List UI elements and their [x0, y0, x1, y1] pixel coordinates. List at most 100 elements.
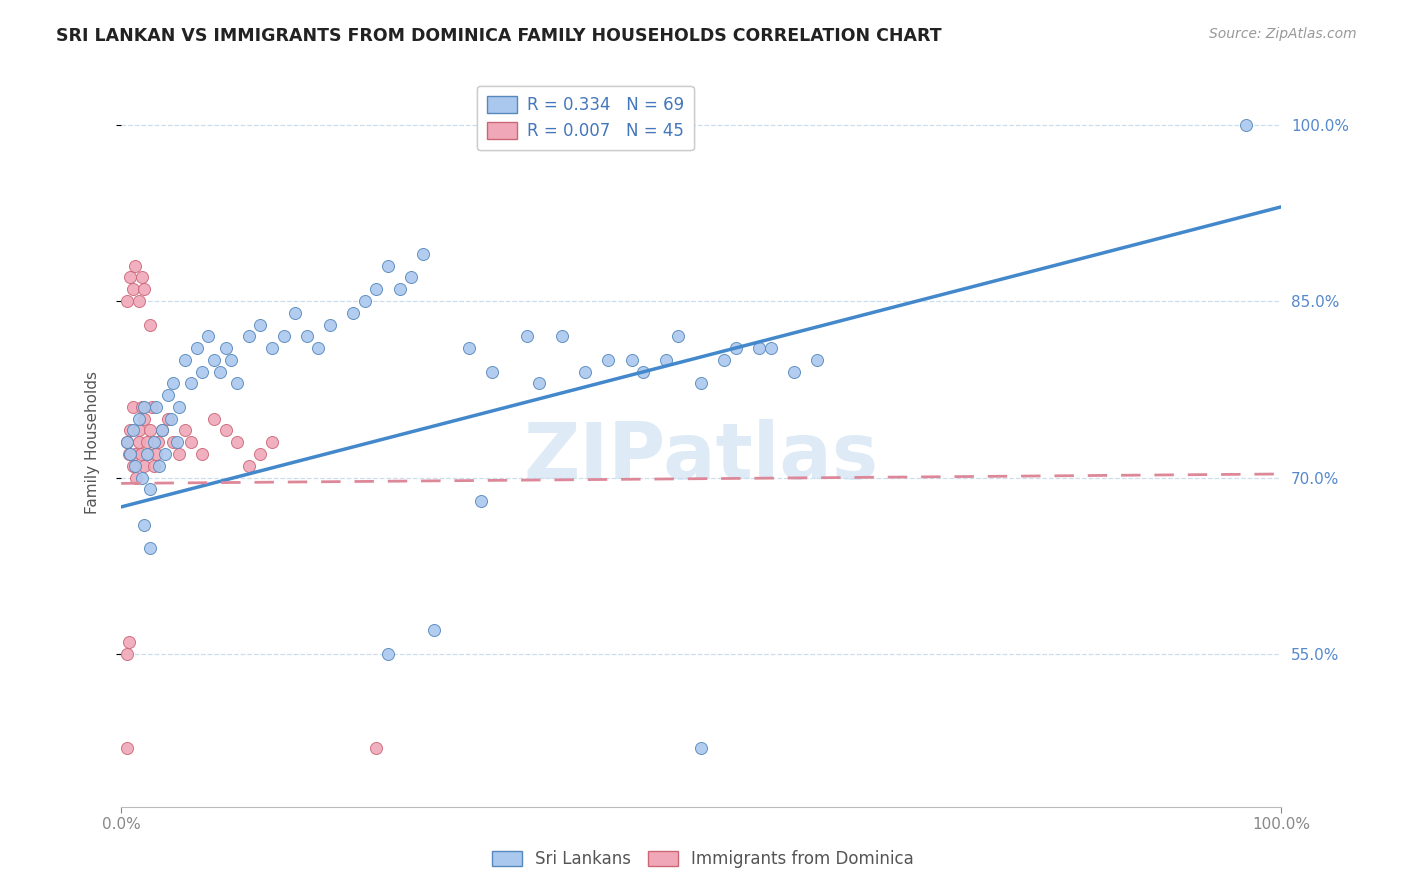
Point: [121, 282, 143, 296]
Point: [167, 447, 190, 461]
Point: [142, 458, 165, 473]
Point: [527, 376, 550, 391]
Point: [690, 741, 713, 756]
Point: [551, 329, 574, 343]
Point: [139, 424, 162, 438]
Point: [666, 329, 689, 343]
Point: [156, 411, 179, 425]
Point: [186, 341, 208, 355]
Point: [412, 247, 434, 261]
Point: [115, 435, 138, 450]
Point: [115, 435, 138, 450]
Point: [598, 352, 620, 367]
Point: [150, 424, 173, 438]
Text: ZIPatlas: ZIPatlas: [523, 419, 879, 495]
Point: [284, 306, 307, 320]
Point: [121, 400, 143, 414]
Point: [366, 282, 388, 296]
Point: [136, 447, 159, 461]
Point: [124, 447, 146, 461]
Point: [574, 365, 596, 379]
Point: [135, 435, 157, 450]
Point: [124, 458, 146, 473]
Point: [142, 435, 165, 450]
Point: [238, 329, 260, 343]
Point: [748, 341, 770, 355]
Point: [121, 424, 143, 438]
Point: [145, 447, 167, 461]
Point: [226, 376, 249, 391]
Point: [134, 411, 156, 425]
Point: [139, 483, 162, 497]
Point: [131, 470, 153, 484]
Point: [139, 541, 162, 555]
Point: [124, 259, 146, 273]
Point: [148, 435, 170, 450]
Point: [208, 365, 231, 379]
Point: [221, 352, 243, 367]
Point: [783, 365, 806, 379]
Point: [273, 329, 295, 343]
Point: [295, 329, 318, 343]
Point: [377, 647, 399, 661]
Point: [249, 447, 271, 461]
Point: [319, 318, 342, 332]
Point: [120, 424, 142, 438]
Point: [118, 635, 141, 649]
Point: [202, 411, 225, 425]
Point: [115, 647, 138, 661]
Point: [160, 411, 183, 425]
Point: [260, 341, 283, 355]
Point: [118, 447, 141, 461]
Point: [128, 435, 150, 450]
Point: [516, 329, 538, 343]
Point: [166, 435, 188, 450]
Point: [167, 400, 190, 414]
Point: [115, 741, 138, 756]
Point: [191, 365, 214, 379]
Point: [120, 447, 142, 461]
Point: [141, 400, 163, 414]
Point: [423, 624, 446, 638]
Point: [724, 341, 747, 355]
Point: [155, 447, 177, 461]
Point: [458, 341, 481, 355]
Point: [135, 447, 157, 461]
Point: [148, 458, 170, 473]
Point: [655, 352, 678, 367]
Point: [238, 458, 260, 473]
Point: [197, 329, 219, 343]
Point: [214, 341, 236, 355]
Point: [260, 435, 283, 450]
Point: [134, 282, 156, 296]
Point: [131, 400, 153, 414]
Point: [226, 435, 249, 450]
Point: [125, 470, 148, 484]
Point: [162, 435, 184, 450]
Point: [202, 352, 225, 367]
Point: [180, 376, 202, 391]
Point: [388, 282, 411, 296]
Point: [115, 293, 138, 308]
Point: [481, 365, 503, 379]
Point: [759, 341, 782, 355]
Point: [174, 352, 197, 367]
Point: [150, 424, 173, 438]
Point: [631, 365, 654, 379]
Point: [214, 424, 236, 438]
Point: [134, 517, 156, 532]
Point: [366, 741, 388, 756]
Point: [713, 352, 735, 367]
Point: [129, 447, 152, 461]
Point: [156, 388, 179, 402]
Point: [620, 352, 643, 367]
Point: [128, 424, 150, 438]
Point: [470, 494, 492, 508]
Point: [121, 458, 143, 473]
Point: [162, 376, 184, 391]
Text: Source: ZipAtlas.com: Source: ZipAtlas.com: [1209, 27, 1357, 41]
Point: [180, 435, 202, 450]
Point: [249, 318, 271, 332]
Point: [134, 400, 156, 414]
Point: [128, 411, 150, 425]
